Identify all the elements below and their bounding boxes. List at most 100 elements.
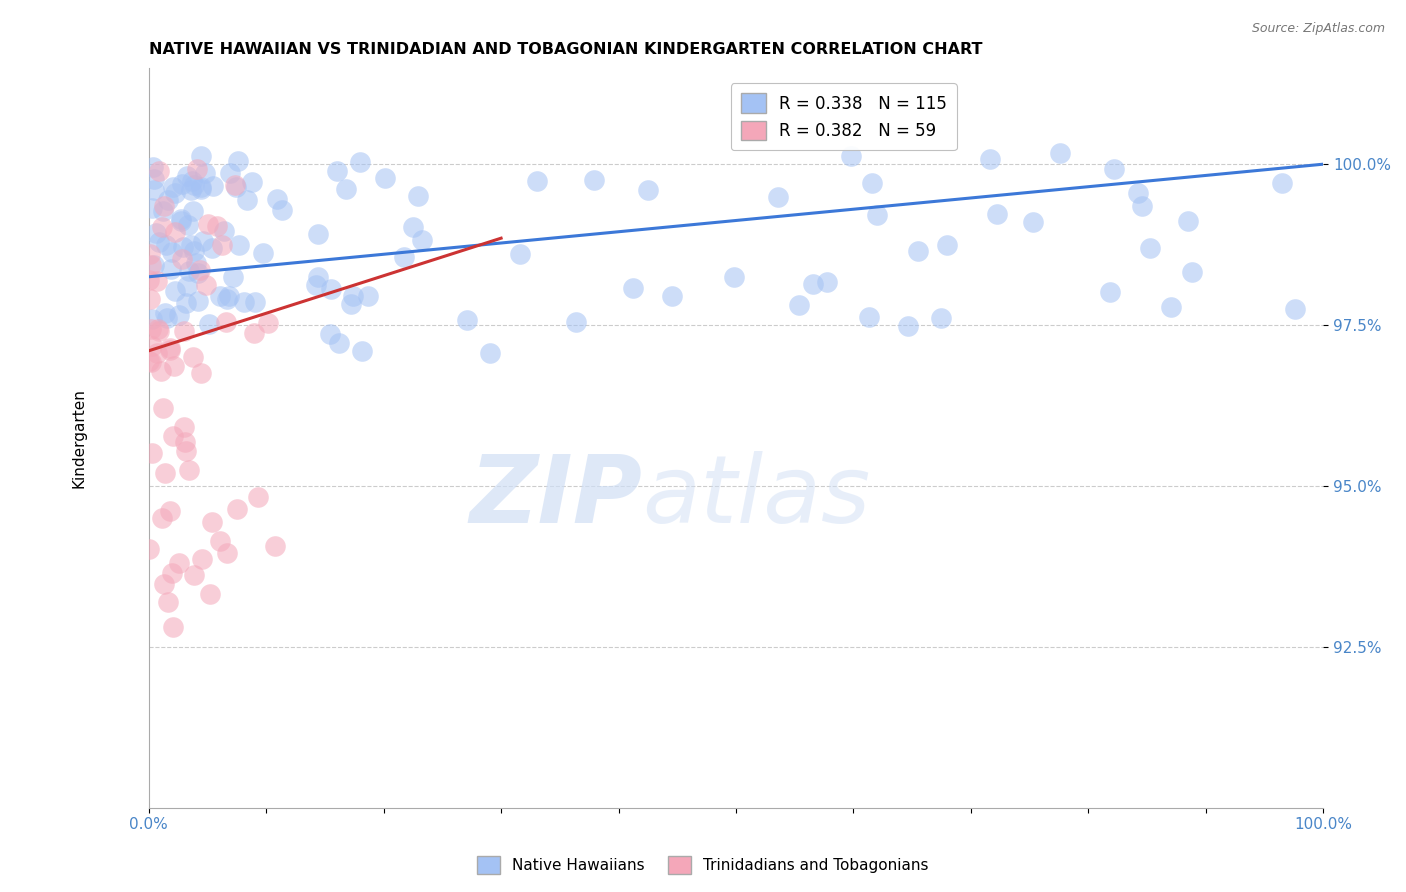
Point	[170, 212, 193, 227]
Point	[1130, 199, 1153, 213]
Point	[181, 350, 204, 364]
Point	[183, 244, 205, 258]
Text: Source: ZipAtlas.com: Source: ZipAtlas.com	[1251, 22, 1385, 36]
Point	[564, 315, 586, 329]
Point	[1160, 300, 1182, 314]
Point	[181, 174, 204, 188]
Point	[1128, 186, 1150, 200]
Point	[307, 270, 329, 285]
Point	[162, 429, 184, 443]
Point	[165, 225, 187, 239]
Point	[321, 282, 343, 296]
Point	[156, 193, 179, 207]
Point	[307, 227, 329, 242]
Point	[152, 511, 174, 525]
Point	[247, 490, 270, 504]
Point	[479, 345, 502, 359]
Point	[1102, 162, 1125, 177]
Point	[173, 324, 195, 338]
Point	[150, 220, 173, 235]
Point	[167, 556, 190, 570]
Point	[139, 258, 162, 272]
Point	[215, 293, 238, 307]
Point	[766, 190, 789, 204]
Point	[207, 219, 229, 233]
Point	[159, 341, 181, 355]
Point	[153, 306, 176, 320]
Point	[1022, 215, 1045, 229]
Point	[406, 189, 429, 203]
Point	[340, 296, 363, 310]
Point	[208, 288, 231, 302]
Point	[143, 258, 166, 272]
Point	[186, 161, 208, 176]
Point	[1284, 302, 1306, 317]
Point	[145, 226, 167, 240]
Point	[176, 444, 198, 458]
Point	[159, 503, 181, 517]
Point	[661, 289, 683, 303]
Point	[159, 343, 181, 358]
Point	[214, 315, 236, 329]
Point	[197, 317, 219, 331]
Point	[188, 262, 211, 277]
Point	[190, 366, 212, 380]
Point	[858, 310, 880, 325]
Legend: R = 0.338   N = 115, R = 0.382   N = 59: R = 0.338 N = 115, R = 0.382 N = 59	[731, 83, 956, 150]
Point	[153, 198, 176, 212]
Point	[156, 310, 179, 325]
Point	[163, 359, 186, 373]
Point	[266, 192, 288, 206]
Point	[1049, 146, 1071, 161]
Point	[172, 240, 194, 254]
Point	[190, 182, 212, 196]
Point	[240, 175, 263, 189]
Point	[815, 275, 838, 289]
Point	[173, 419, 195, 434]
Point	[190, 179, 212, 194]
Point	[157, 595, 180, 609]
Point	[177, 218, 200, 232]
Point	[138, 541, 160, 556]
Point	[411, 233, 433, 247]
Point	[159, 261, 181, 276]
Text: atlas: atlas	[643, 451, 870, 542]
Point	[201, 515, 224, 529]
Point	[374, 171, 396, 186]
Point	[1271, 176, 1294, 190]
Point	[155, 238, 177, 252]
Point	[181, 203, 204, 218]
Point	[270, 202, 292, 217]
Point	[153, 466, 176, 480]
Text: NATIVE HAWAIIAN VS TRINIDADIAN AND TOBAGONIAN KINDERGARTEN CORRELATION CHART: NATIVE HAWAIIAN VS TRINIDADIAN AND TOBAG…	[149, 42, 983, 57]
Point	[139, 247, 162, 261]
Point	[170, 252, 193, 266]
Point	[583, 173, 606, 187]
Point	[146, 346, 169, 360]
Point	[621, 280, 644, 294]
Point	[357, 288, 380, 302]
Point	[801, 277, 824, 292]
Point	[935, 237, 957, 252]
Point	[228, 237, 250, 252]
Point	[150, 364, 173, 378]
Point	[141, 339, 163, 353]
Point	[225, 502, 247, 516]
Point	[526, 174, 548, 188]
Point	[186, 256, 208, 270]
Point	[169, 309, 191, 323]
Point	[139, 355, 162, 369]
Point	[202, 178, 225, 193]
Point	[789, 298, 811, 312]
Point	[163, 284, 186, 298]
Point	[190, 552, 212, 566]
Point	[138, 273, 160, 287]
Point	[142, 183, 165, 197]
Point	[193, 234, 215, 248]
Point	[162, 620, 184, 634]
Point	[242, 326, 264, 340]
Point	[839, 149, 862, 163]
Point	[160, 245, 183, 260]
Point	[180, 183, 202, 197]
Point	[170, 177, 193, 191]
